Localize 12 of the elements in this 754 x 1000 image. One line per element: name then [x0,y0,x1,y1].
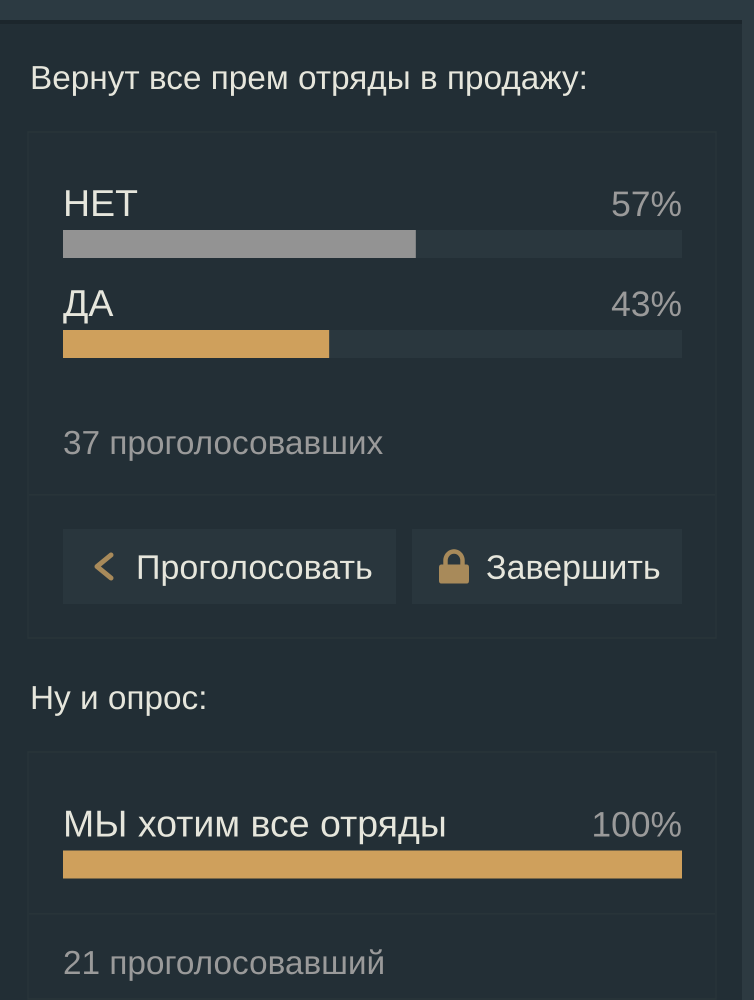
text: 21 проголосовавший [64,949,383,981]
category-label: ДА [63,290,114,324]
text: Завершить [487,555,660,586]
category-label: НЕТ [66,190,138,216]
chart-title: Вернут все прем отряды в продажу: [32,66,585,96]
text: Проголосовать [138,555,372,586]
chart-title: Ну и опрос: [32,686,204,716]
data-label: 43% [612,291,681,316]
data-label: 57% [612,191,681,216]
text: 37 проголосовавших [64,430,383,461]
category-label: МЫ хотим все отряды [66,810,444,844]
data-label: 100% [594,812,681,837]
